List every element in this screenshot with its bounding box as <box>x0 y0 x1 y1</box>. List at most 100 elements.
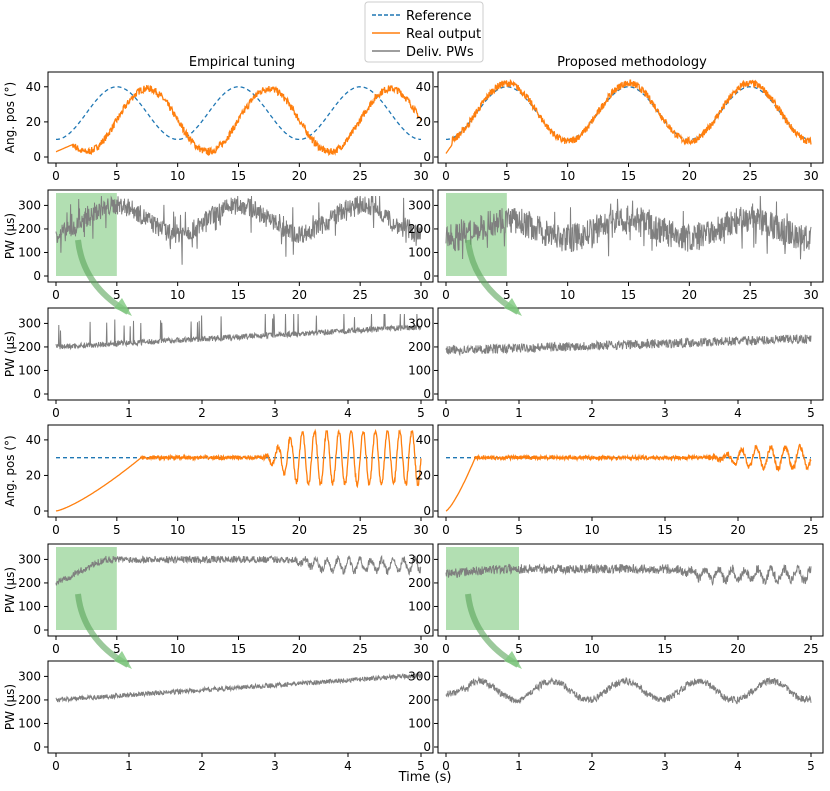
x-tick-label: 1 <box>515 759 523 773</box>
pw-series <box>55 195 422 265</box>
y-tick-label: 300 <box>18 316 41 330</box>
y-tick-label: 20 <box>26 115 41 129</box>
y-tick-label: 40 <box>26 433 41 447</box>
panel-r4-c0: 0 100 200 300 0 5 10 15 20 25 30 PW (μs) <box>3 543 434 656</box>
column-title-proposed: Proposed methodology <box>557 55 707 70</box>
zoom-arrows <box>75 239 522 669</box>
x-tick-label: 20 <box>292 523 307 537</box>
x-tick-label: 10 <box>584 642 599 656</box>
x-tick-label: 5 <box>113 523 121 537</box>
plot-frame <box>437 424 824 518</box>
y-tick-label: 40 <box>26 80 41 94</box>
y-tick-label: 100 <box>18 363 41 377</box>
y-tick-label: 40 <box>416 433 431 447</box>
y-tick-label: 100 <box>408 363 431 377</box>
x-tick-label: 4 <box>734 759 742 773</box>
x-tick-label: 10 <box>170 169 185 183</box>
x-tick-label: 25 <box>803 642 818 656</box>
output-series <box>55 84 422 157</box>
x-axis-label: Time (s) <box>398 770 452 785</box>
x-tick-label: 0 <box>52 169 60 183</box>
y-axis-label: PW (μs) <box>3 684 17 730</box>
x-tick-label: 25 <box>353 523 368 537</box>
y-tick-label: 100 <box>408 599 431 613</box>
x-tick-label: 2 <box>588 759 596 773</box>
y-tick-label: 0 <box>33 269 41 283</box>
x-tick-label: 0 <box>442 288 450 302</box>
y-tick-label: 0 <box>423 623 431 637</box>
y-tick-label: 100 <box>408 716 431 730</box>
x-tick-label: 30 <box>803 288 818 302</box>
y-tick-label: 300 <box>18 198 41 212</box>
y-tick-label: 100 <box>408 245 431 259</box>
x-tick-label: 0 <box>52 523 60 537</box>
x-tick-label: 15 <box>621 288 636 302</box>
x-tick-label: 3 <box>271 406 279 420</box>
x-tick-label: 10 <box>560 169 575 183</box>
x-tick-label: 5 <box>113 169 121 183</box>
plot-frame <box>437 660 824 754</box>
y-tick-label: 0 <box>33 623 41 637</box>
zoom-highlight <box>446 547 519 630</box>
x-tick-label: 5 <box>417 759 425 773</box>
x-tick-label: 15 <box>231 642 246 656</box>
zoom-arrow-head <box>504 651 522 669</box>
x-tick-label: 0 <box>52 288 60 302</box>
y-axis-label: PW (μs) <box>3 567 17 613</box>
y-tick-label: 20 <box>416 468 431 482</box>
x-tick-label: 5 <box>807 406 815 420</box>
x-tick-label: 20 <box>730 642 745 656</box>
x-tick-label: 15 <box>657 523 672 537</box>
x-tick-label: 30 <box>803 169 818 183</box>
y-tick-label: 200 <box>408 340 431 354</box>
y-tick-label: 200 <box>18 576 41 590</box>
panel-r4-c1: 0 100 200 300 0 5 10 15 20 25 <box>408 543 824 656</box>
x-tick-label: 0 <box>52 406 60 420</box>
x-tick-label: 20 <box>682 169 697 183</box>
y-tick-label: 200 <box>408 222 431 236</box>
panel-r0-c1: 0 20 40 0 5 10 15 20 25 30 <box>416 71 824 183</box>
plot-frame <box>47 307 434 401</box>
pw-series <box>55 313 422 351</box>
x-tick-label: 15 <box>231 288 246 302</box>
y-axis-label: Ang. pos (°) <box>3 82 17 153</box>
pw-series <box>445 563 812 587</box>
x-tick-label: 15 <box>657 642 672 656</box>
y-tick-label: 0 <box>33 504 41 518</box>
x-tick-label: 0 <box>442 523 450 537</box>
pw-series <box>55 672 422 704</box>
legend-pw-label: Deliv. PWs <box>406 45 474 60</box>
zoom-arrow-head <box>504 298 522 316</box>
y-axis-label: Ang. pos (°) <box>3 435 17 506</box>
y-tick-label: 100 <box>18 716 41 730</box>
output-series <box>55 428 422 512</box>
x-tick-label: 0 <box>442 759 450 773</box>
y-tick-label: 40 <box>416 80 431 94</box>
zoom-arrow-head <box>114 298 132 316</box>
y-tick-label: 0 <box>423 269 431 283</box>
y-tick-label: 0 <box>423 504 431 518</box>
x-tick-label: 5 <box>113 288 121 302</box>
y-tick-label: 200 <box>408 693 431 707</box>
x-tick-label: 5 <box>515 642 523 656</box>
x-tick-label: 10 <box>170 642 185 656</box>
x-tick-label: 20 <box>730 523 745 537</box>
x-tick-label: 0 <box>442 406 450 420</box>
y-tick-label: 300 <box>408 316 431 330</box>
y-tick-label: 300 <box>408 198 431 212</box>
x-tick-label: 25 <box>353 288 368 302</box>
output-series <box>445 78 812 154</box>
x-tick-label: 5 <box>515 523 523 537</box>
y-axis-label: PW (μs) <box>3 331 17 377</box>
y-tick-label: 200 <box>408 576 431 590</box>
y-tick-label: 300 <box>18 552 41 566</box>
plot-frame <box>47 424 434 518</box>
y-tick-label: 0 <box>423 387 431 401</box>
y-tick-label: 100 <box>18 245 41 259</box>
panel-r5-c1: 0 100 200 300 0 1 2 3 4 5 <box>408 660 824 773</box>
x-tick-label: 4 <box>344 759 352 773</box>
x-tick-label: 0 <box>52 759 60 773</box>
x-tick-label: 5 <box>113 642 121 656</box>
y-tick-label: 0 <box>33 150 41 164</box>
y-tick-label: 200 <box>18 340 41 354</box>
